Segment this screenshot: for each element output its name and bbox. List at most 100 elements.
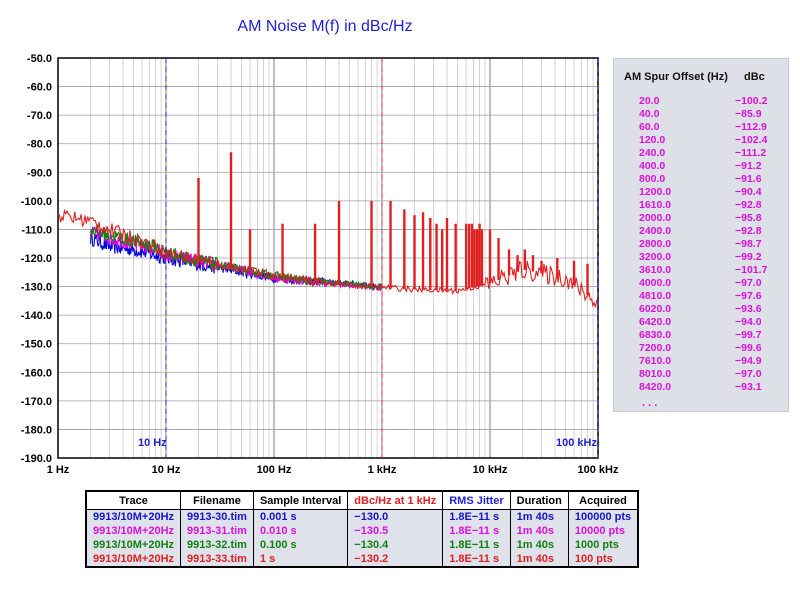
spur-row: 400.0 −91.2 bbox=[614, 160, 788, 173]
trace-table-header-cell: Sample Interval bbox=[252, 490, 349, 510]
spur-dbc: −97.0 bbox=[735, 277, 762, 289]
spur-row: 4000.0 −97.0 bbox=[614, 277, 788, 290]
spur-dbc: −112.9 bbox=[735, 121, 767, 133]
trace-table-header-cell: Duration bbox=[509, 490, 569, 510]
spur-dbc: −100.2 bbox=[735, 95, 768, 107]
trace-table-cell: 9913-30.tim bbox=[180, 509, 254, 524]
spur-row: 8420.0 −93.1 bbox=[614, 381, 788, 394]
spur-offset: 6420.0 bbox=[639, 316, 672, 328]
spur-row: 2400.0 −92.8 bbox=[614, 225, 788, 238]
spur-more-indicator: . . . bbox=[642, 397, 658, 409]
trace-table-cell: 1m 40s bbox=[509, 509, 569, 524]
trace-table-row: 9913/10M+20Hz 9913-30.tim 0.001 s −130.0 1.8… bbox=[85, 509, 639, 524]
spur-offset: 1610.0 bbox=[639, 199, 672, 211]
spur-offset: 2000.0 bbox=[639, 212, 672, 224]
trace-table-cell: 9913-33.tim bbox=[180, 552, 254, 567]
spur-offset: 400.0 bbox=[639, 160, 666, 172]
spur-offset: 7200.0 bbox=[639, 342, 672, 354]
trace-table-cell: −130.0 bbox=[347, 509, 444, 524]
spur-row: 8010.0 −97.0 bbox=[614, 368, 788, 381]
y-tick-label: -110.0 bbox=[21, 224, 52, 236]
trace-table-cell: 0.001 s bbox=[252, 509, 349, 524]
trace-table-body: 9913/10M+20Hz 9913-30.tim 0.001 s −130.0 1.8… bbox=[85, 509, 639, 567]
spur-offset: 2400.0 bbox=[639, 225, 672, 237]
marker-label: 100 kHz bbox=[556, 437, 597, 449]
trace-table-cell: 100000 pts bbox=[567, 509, 639, 524]
spur-offset: 40.0 bbox=[639, 108, 660, 120]
y-tick-label: -60.0 bbox=[27, 82, 52, 94]
spur-dbc: −94.9 bbox=[735, 355, 762, 367]
trace-table-cell: 9913/10M+20Hz bbox=[85, 524, 182, 538]
trace-table-header-cell: Trace bbox=[85, 490, 182, 510]
spur-offset: 240.0 bbox=[639, 147, 666, 159]
y-tick-label: -100.0 bbox=[21, 196, 52, 208]
trace-table-cell: 1.8E−11 s bbox=[442, 524, 511, 538]
spur-row: 120.0 −102.4 bbox=[614, 134, 788, 147]
spur-offset: 6020.0 bbox=[639, 303, 672, 315]
trace-table-cell: 9913/10M+20Hz bbox=[85, 538, 182, 552]
spur-row: 1200.0 −90.4 bbox=[614, 186, 788, 199]
trace-table-header-row: Trace Filename Sample Interval dBc/Hz at 1 … bbox=[85, 490, 639, 510]
trace-table-cell: 10000 pts bbox=[567, 524, 639, 538]
spur-offset: 3610.0 bbox=[639, 264, 672, 276]
spur-dbc: −91.2 bbox=[735, 160, 762, 172]
chart-title: AM Noise M(f) in dBc/Hz bbox=[237, 18, 413, 35]
trace-table-header-cell: dBc/Hz at 1 kHz bbox=[347, 490, 444, 510]
trace-table-row: 9913/10M+20Hz 9913-31.tim 0.010 s −130.5 1.8… bbox=[85, 524, 639, 538]
spur-dbc: −99.2 bbox=[735, 251, 762, 263]
spur-row: 800.0 −91.6 bbox=[614, 173, 788, 186]
spur-dbc: −93.1 bbox=[735, 381, 762, 393]
spur-rows: 20.0 −100.2 40.0 −85.9 60.0 −112.9 120.0 −102.4… bbox=[614, 95, 788, 394]
spur-dbc: −97.6 bbox=[735, 290, 762, 302]
spur-row: 240.0 −111.2 bbox=[614, 147, 788, 160]
spur-offset: 4810.0 bbox=[639, 290, 672, 302]
trace-table-cell: −130.4 bbox=[347, 538, 444, 552]
spur-dbc: −99.7 bbox=[735, 329, 762, 341]
y-tick-label: -70.0 bbox=[27, 110, 52, 122]
spur-dbc: −94.0 bbox=[735, 316, 762, 328]
spur-dbc: −95.8 bbox=[735, 212, 762, 224]
trace-table-cell: 9913-31.tim bbox=[180, 524, 254, 538]
spur-dbc: −90.4 bbox=[735, 186, 762, 198]
spur-offset-header: AM Spur Offset (Hz) bbox=[624, 71, 728, 83]
spur-offset: 8010.0 bbox=[639, 368, 672, 380]
y-tick-label: -170.0 bbox=[21, 396, 52, 408]
spur-row: 3610.0 −101.7 bbox=[614, 264, 788, 277]
spur-table-panel: AM Spur Offset (Hz) dBc 20.0 −100.2 40.0 −8… bbox=[613, 58, 789, 412]
trace-table-cell: 9913/10M+20Hz bbox=[85, 509, 182, 524]
noise-trace-4 bbox=[57, 208, 599, 308]
trace-table-row: 9913/10M+20Hz 9913-32.tim 0.100 s −130.4 1.8… bbox=[85, 538, 639, 552]
y-tick-label: -160.0 bbox=[21, 367, 52, 379]
spur-row: 6830.0 −99.7 bbox=[614, 329, 788, 342]
spur-offset: 8420.0 bbox=[639, 381, 672, 393]
trace-table-cell: 100 pts bbox=[567, 552, 639, 567]
trace-table-cell: 1 s bbox=[252, 552, 349, 567]
trace-table-cell: 9913/10M+20Hz bbox=[85, 552, 182, 567]
trace-table-cell: 1.8E−11 s bbox=[442, 552, 511, 567]
y-tick-label: -180.0 bbox=[21, 424, 52, 436]
spur-dbc: −93.6 bbox=[735, 303, 762, 315]
spur-dbc: −92.8 bbox=[735, 225, 762, 237]
trace-table-cell: 1000 pts bbox=[567, 538, 639, 552]
x-tick-label: 10 kHz bbox=[473, 464, 508, 476]
spur-offset: 60.0 bbox=[639, 121, 660, 133]
marker-label: 10 Hz bbox=[138, 437, 167, 449]
spur-row: 40.0 −85.9 bbox=[614, 108, 788, 121]
spur-dbc: −98.7 bbox=[735, 238, 762, 250]
spur-offset: 800.0 bbox=[639, 173, 666, 185]
y-tick-label: -150.0 bbox=[21, 339, 52, 351]
spur-offset: 20.0 bbox=[639, 95, 660, 107]
y-tick-label: -140.0 bbox=[21, 310, 52, 322]
y-tick-label: -50.0 bbox=[27, 53, 52, 65]
x-tick-label: 1 Hz bbox=[47, 464, 70, 476]
trace-table-cell: 1.8E−11 s bbox=[442, 509, 511, 524]
noise-plot: -50.0 -60.0 -70.0 -80.0 -90.0 -100.0 -110.0 -12… bbox=[21, 53, 619, 476]
spur-row: 20.0 −100.2 bbox=[614, 95, 788, 108]
spur-offset: 2800.0 bbox=[639, 238, 672, 250]
spur-offset: 7610.0 bbox=[639, 355, 672, 367]
spur-table-header: AM Spur Offset (Hz) dBc bbox=[624, 71, 765, 83]
y-tick-label: -90.0 bbox=[27, 167, 52, 179]
trace-table-row: 9913/10M+20Hz 9913-33.tim 1 s −130.2 1.8E−11… bbox=[85, 552, 639, 567]
spur-dbc: −111.2 bbox=[735, 147, 767, 159]
spur-dbc: −92.8 bbox=[735, 199, 762, 211]
